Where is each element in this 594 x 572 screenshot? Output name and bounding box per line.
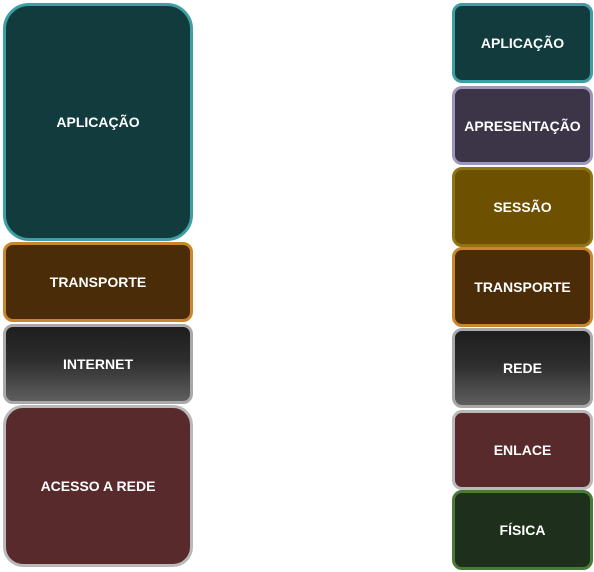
- layer-label: FÍSICA: [499, 522, 546, 538]
- tcpip-layer-internet: INTERNET: [3, 324, 193, 404]
- osi-layer-enlace: ENLACE: [452, 410, 593, 490]
- layer-label: TRANSPORTE: [474, 279, 571, 295]
- layer-label: SESSÃO: [493, 199, 552, 215]
- layer-label: TRANSPORTE: [49, 274, 147, 290]
- layer-label: APLICAÇÃO: [56, 114, 140, 130]
- tcpip-layer-transporte: TRANSPORTE: [3, 242, 193, 322]
- layer-label: ACESSO A REDE: [40, 478, 156, 494]
- layer-label: APLICAÇÃO: [480, 35, 565, 51]
- tcpip-layer-aplicacao: APLICAÇÃO: [3, 3, 193, 241]
- osi-layer-aplicacao: APLICAÇÃO: [452, 3, 593, 83]
- tcpip-layer-acesso-a-rede: ACESSO A REDE: [3, 405, 193, 567]
- layer-label: APRESENTAÇÃO: [464, 117, 581, 134]
- layer-label: INTERNET: [63, 356, 133, 372]
- osi-layer-fisica: FÍSICA: [452, 490, 593, 570]
- layer-label: ENLACE: [493, 442, 552, 458]
- layer-label: REDE: [503, 360, 542, 376]
- osi-layer-apresentacao: APRESENTAÇÃO: [452, 86, 593, 165]
- osi-layer-sessao: SESSÃO: [452, 167, 593, 247]
- osi-layer-rede: REDE: [452, 328, 593, 408]
- osi-layer-transporte: TRANSPORTE: [452, 247, 593, 327]
